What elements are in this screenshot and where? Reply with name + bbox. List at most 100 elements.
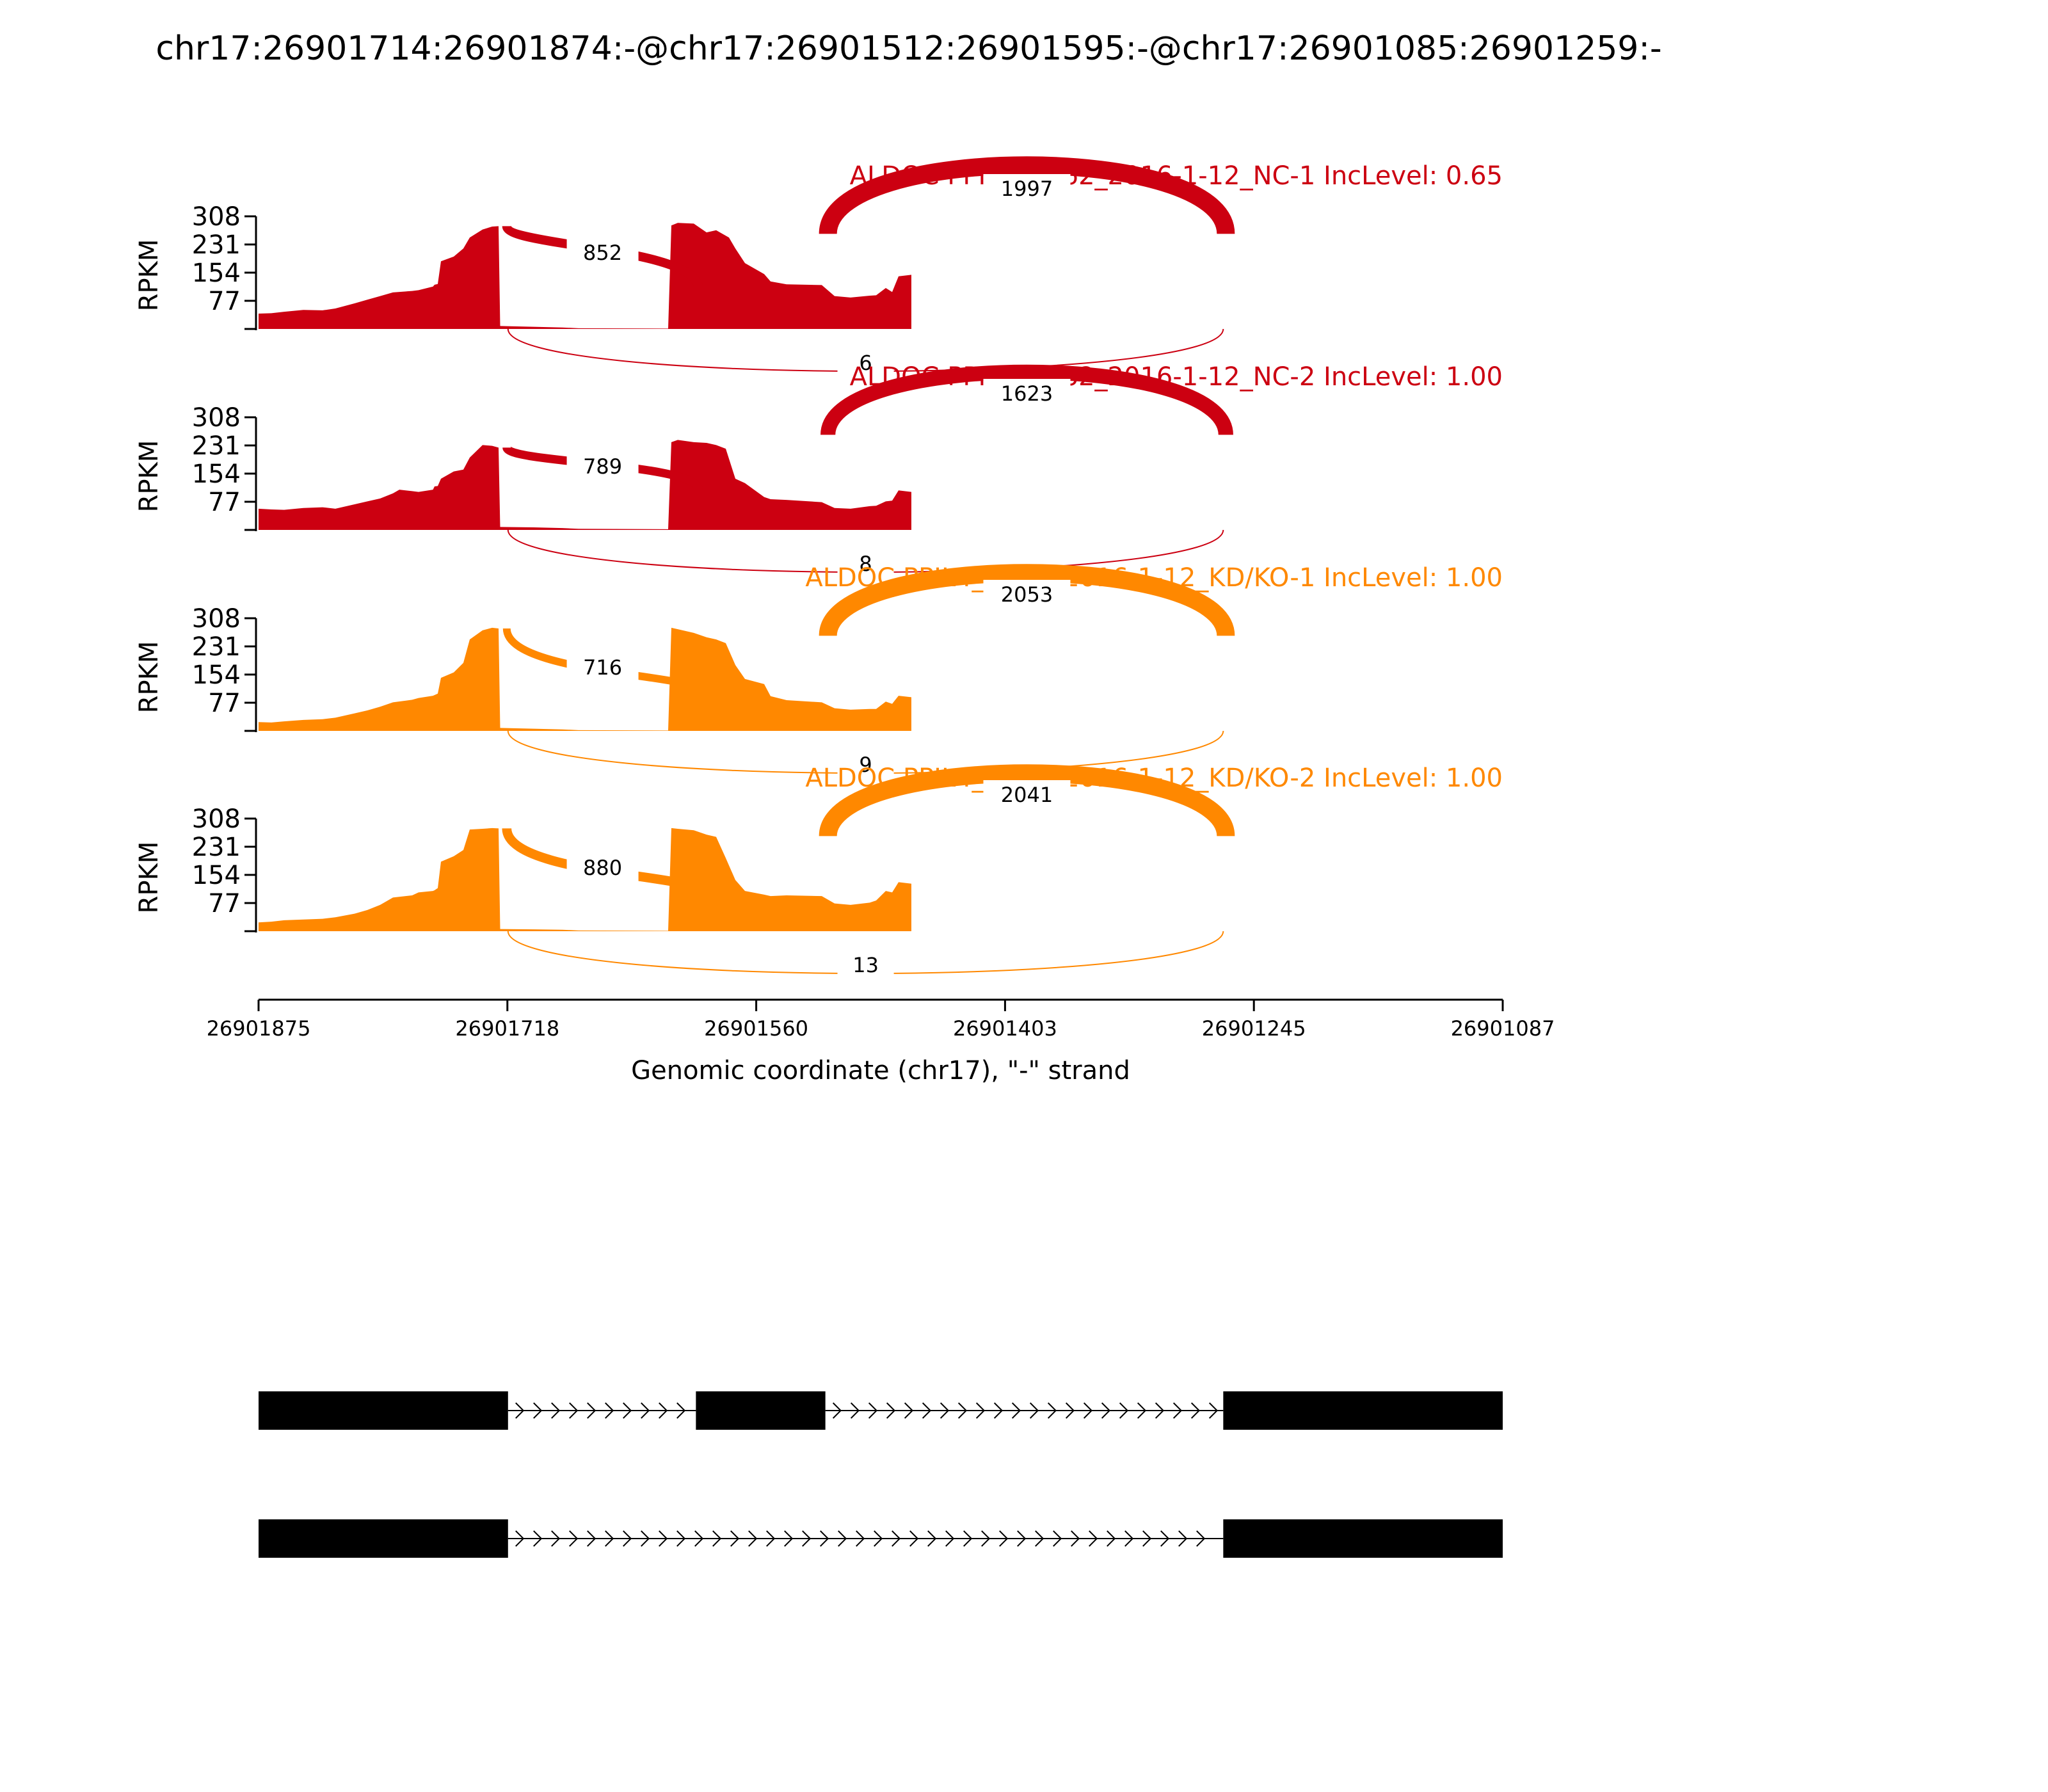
strand-chevron [975, 1402, 986, 1419]
strand-chevron [1137, 1402, 1147, 1419]
strand-chevron [957, 1402, 968, 1419]
y-tick-label: 308 [192, 202, 241, 232]
junction-label-box [566, 452, 639, 480]
strand-chevron [850, 1402, 860, 1419]
x-tick-label: 26901560 [704, 1016, 808, 1041]
strand-chevron [730, 1530, 740, 1547]
strand-chevron [623, 1530, 632, 1547]
y-tick-label: 231 [192, 632, 241, 662]
strand-chevron [659, 1530, 668, 1547]
junction-count: 2053 [1001, 582, 1053, 607]
strand-chevron [1011, 1402, 1021, 1419]
junction-count: 9 [859, 753, 872, 777]
x-axis: 26901875 26901718 26901560 26901403 26901245… [207, 998, 1555, 1085]
x-axis-label: Genomic coordinate (chr17), "-" strand [631, 1056, 1130, 1085]
junction-arc [819, 764, 1235, 838]
junction-count: 789 [583, 454, 622, 479]
y-tick-label: 231 [192, 833, 241, 862]
strand-chevron [820, 1530, 829, 1547]
junction-label-box [837, 751, 894, 777]
strand-chevron [1065, 1402, 1075, 1419]
strand-chevron [1196, 1530, 1206, 1547]
junction-count: 2041 [1001, 783, 1053, 807]
junction-label-box [566, 853, 639, 881]
strand-chevron [1190, 1402, 1201, 1419]
strand-chevron [1053, 1530, 1062, 1547]
coverage-area [259, 828, 911, 931]
strand-chevron [963, 1530, 973, 1547]
y-axis-label: RPKM [134, 239, 164, 312]
x-tick-label: 26901718 [455, 1016, 559, 1041]
x-tick-label: 26901403 [953, 1016, 1057, 1041]
strand-chevron [551, 1530, 561, 1547]
strand-chevron [515, 1530, 525, 1547]
junction-count: 6 [859, 351, 872, 375]
y-tick-label: 231 [192, 431, 241, 461]
junction-count: 8 [859, 552, 872, 576]
strand-chevron [533, 1402, 543, 1419]
strand-chevron [940, 1402, 950, 1419]
junction-label-box [837, 349, 894, 375]
strand-chevron [856, 1530, 865, 1547]
transcript [259, 1391, 1503, 1430]
x-axis-ticks: 26901875 26901718 26901560 26901403 26901245… [207, 1000, 1555, 1041]
strand-chevron [945, 1530, 955, 1547]
x-tick-label: 26901087 [1451, 1016, 1555, 1041]
strand-chevron [623, 1402, 632, 1419]
strand-chevron [659, 1402, 668, 1419]
y-tick-label: 154 [192, 861, 241, 890]
y-tick-label: 77 [208, 287, 241, 316]
strand-chevron [569, 1402, 579, 1419]
coverage-area [259, 627, 911, 731]
junction-count: 13 [852, 953, 879, 977]
junction-arc [819, 564, 1235, 637]
strand-chevron [1071, 1530, 1080, 1547]
strand-chevron [1178, 1530, 1188, 1547]
y-tick-label: 77 [208, 689, 241, 718]
strand-chevron [892, 1530, 901, 1547]
y-tick-label: 308 [192, 804, 241, 834]
strand-chevron [748, 1530, 758, 1547]
strand-chevron [838, 1530, 847, 1547]
strand-chevron [533, 1530, 543, 1547]
junction-count: 1623 [1001, 381, 1053, 406]
y-axis-label: RPKM [134, 842, 164, 914]
x-tick-label: 26901875 [207, 1016, 311, 1041]
strand-chevron [605, 1402, 614, 1419]
x-tick-label: 26901245 [1202, 1016, 1306, 1041]
strand-chevron [1089, 1530, 1098, 1547]
strand-chevron [1155, 1402, 1165, 1419]
figure-title: chr17:26901714:26901874:-@chr17:26901512… [156, 29, 1662, 68]
strand-chevron [766, 1530, 776, 1547]
strand-chevron [1083, 1402, 1093, 1419]
junction-label-box [837, 550, 894, 576]
junction-label-box [983, 379, 1071, 407]
exon-block [1223, 1519, 1503, 1558]
y-axis-label: RPKM [134, 641, 164, 714]
junction-arc [820, 364, 1233, 436]
strand-chevron [927, 1530, 937, 1547]
y-tick-label: 77 [208, 889, 241, 918]
strand-chevron [886, 1402, 896, 1419]
junction-count: 852 [583, 241, 622, 265]
y-tick-label: 154 [192, 460, 241, 489]
junction-label-box [983, 174, 1071, 202]
strand-chevron [1017, 1530, 1027, 1547]
strand-chevron [1119, 1402, 1129, 1419]
strand-chevron [641, 1530, 650, 1547]
junction-label-box [983, 580, 1071, 608]
strand-chevron [1101, 1402, 1111, 1419]
strand-chevron [1029, 1402, 1039, 1419]
strand-chevron [981, 1530, 991, 1547]
strand-chevron [1035, 1530, 1044, 1547]
y-tick-label: 308 [192, 604, 241, 634]
coverage-area [259, 223, 911, 329]
strand-chevron [587, 1530, 596, 1547]
transcript [259, 1519, 1503, 1558]
strand-chevron [1047, 1402, 1057, 1419]
y-tick-label: 308 [192, 403, 241, 433]
junction-count: 716 [583, 655, 622, 680]
